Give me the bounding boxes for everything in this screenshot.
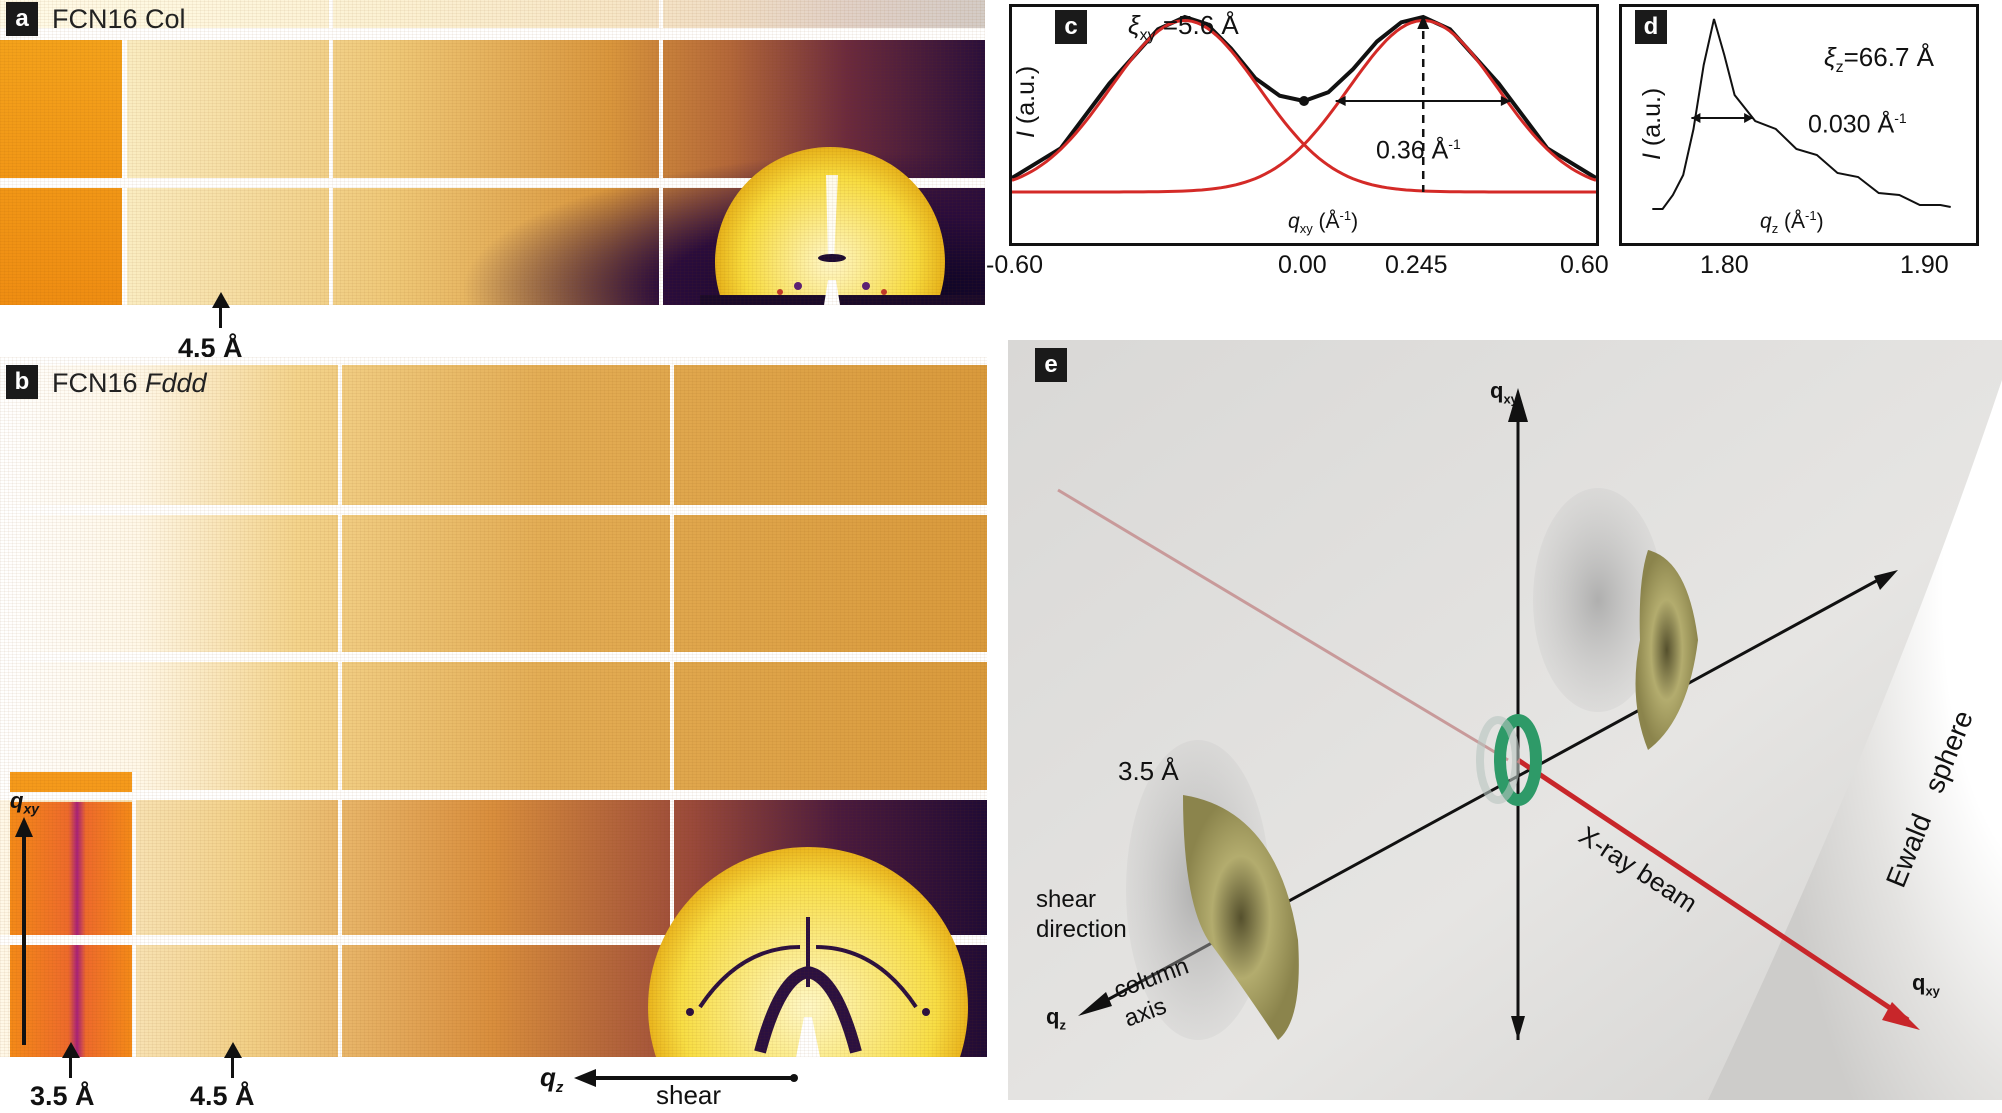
panel-b-shear-arrow-icon <box>574 1069 798 1087</box>
panel-c-center-arrowhead <box>1417 15 1430 29</box>
panel-a-arrow-icon <box>212 292 230 328</box>
panel-c-xi-annotation: ξxy =5.6 Å <box>1128 10 1239 45</box>
panel-e-shear-direction: shear direction <box>1036 885 1127 945</box>
panel-b-qz-label: qz <box>540 1062 564 1097</box>
panel-e-scene <box>1008 340 2002 1100</box>
panel-b-annotation-1: 3.5 Å <box>30 1081 95 1111</box>
panel-e-qxy-top: qxy <box>1490 378 1518 407</box>
panel-a-label: a <box>6 2 38 36</box>
panel-d-chart <box>1652 18 1951 210</box>
panel-b-detector <box>0 357 987 1057</box>
panel-c-plot <box>1009 4 1599 246</box>
panel-e-d-spacing: 3.5 Å <box>1118 756 1179 786</box>
panel-d-tick-2: 1.90 <box>1900 251 1949 279</box>
panel-c-fit-1 <box>1012 19 1596 194</box>
panel-b-label: b <box>6 365 38 399</box>
panel-d-ylabel: I (a.u.) <box>1638 87 1666 160</box>
panel-b-annotation-2: 4.5 Å <box>190 1081 255 1111</box>
panel-e-label: e <box>1035 348 1067 382</box>
panel-b-qxy-arrow-icon <box>15 817 33 1045</box>
panel-b-arrow-2-icon <box>224 1042 242 1078</box>
shear-direction-line-1: shear <box>1036 886 1097 913</box>
panel-c-width-annotation: 0.36 Å-1 <box>1376 136 1461 165</box>
panel-c-tick-3: 0.245 <box>1385 251 1448 279</box>
panel-c-xlabel: qxy (Å-1) <box>1288 208 1359 237</box>
panel-c-tick-1: -0.60 <box>986 251 1043 279</box>
panel-c-width-arrowhead-right <box>1500 96 1511 106</box>
panel-b-shear-label: shear <box>656 1080 722 1110</box>
panel-d-xi-annotation: ξz=66.7 Å <box>1824 42 1934 77</box>
panel-d-width-annotation: 0.030 Å-1 <box>1808 110 1907 139</box>
panel-d-xlabel: qz (Å-1) <box>1760 208 1824 237</box>
panel-d-plot <box>1619 4 1979 246</box>
panel-d-width-arrowhead-left <box>1691 113 1701 123</box>
shear-direction-line-2: direction <box>1036 916 1127 943</box>
panel-c-fit-2 <box>1012 19 1596 194</box>
panel-d-tick-1: 1.80 <box>1700 251 1749 279</box>
panel-b-arrow-1-icon <box>62 1042 80 1078</box>
panel-d-data-line <box>1652 18 1951 210</box>
panel-c-label: c <box>1055 10 1087 44</box>
panel-a-title: FCN16 Col <box>52 4 186 34</box>
panel-b-qxy-label: qxy <box>10 788 40 817</box>
panel-e-qxy-right: qxy <box>1912 970 1940 999</box>
panel-c-chart <box>1012 14 1596 194</box>
panel-d-label: d <box>1635 10 1667 44</box>
panel-d-width-arrowhead-right <box>1744 113 1754 123</box>
panel-a-detector <box>0 0 985 305</box>
panel-b-title: FCN16 Fddd <box>52 368 207 398</box>
panel-c-minimum-point <box>1299 96 1309 106</box>
panel-c-width-arrowhead-left <box>1335 96 1346 106</box>
panel-c-tick-4: 0.60 <box>1560 251 1609 279</box>
panel-e-qz: qz <box>1046 1004 1066 1033</box>
panel-c-tick-2: 0.00 <box>1278 251 1327 279</box>
panel-c-ylabel: I (a.u.) <box>1012 65 1040 138</box>
